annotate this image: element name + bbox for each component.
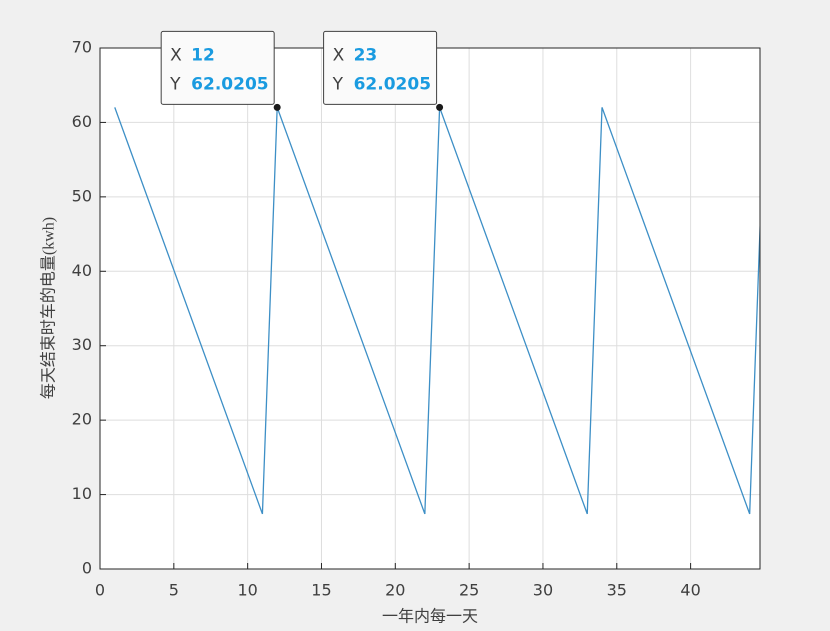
x-tick-label: 5 [169,581,179,600]
x-tick-label: 30 [533,581,553,600]
x-tick-label: 10 [237,581,257,600]
y-tick-label: 50 [72,186,92,205]
datatip-y-value: 62.0205 [354,74,431,94]
datatip-x-label: X [170,45,182,65]
datatip-y-value: 62.0205 [191,74,268,94]
x-tick-label: 0 [95,581,105,600]
datatip-x-label: X [333,45,345,65]
y-tick-label: 0 [82,559,92,578]
datatip-marker [436,103,444,111]
x-tick-label: 40 [680,581,700,600]
x-tick-label: 15 [311,581,331,600]
x-tick-label: 25 [459,581,479,600]
x-axis-label: 一年内每一天 [382,608,478,626]
datatip-box [160,30,275,105]
y-tick-label: 10 [72,484,92,503]
y-tick-label: 40 [72,261,92,280]
datatip-box [323,30,438,105]
datatip-y-label: Y [169,74,181,94]
y-tick-label: 20 [72,410,92,429]
y-tick-label: 30 [72,335,92,354]
datatip-marker [273,103,281,111]
y-axis-label: 每天结束时车的电量(kwh) [40,217,58,399]
datatip-x-value: 23 [354,45,378,65]
plot-area [100,48,760,569]
datatip-y-label: Y [332,74,344,94]
y-tick-label: 70 [72,38,92,57]
y-tick-label: 60 [72,112,92,131]
datatip-x-value: 12 [191,45,215,65]
x-tick-label: 20 [385,581,405,600]
x-tick-label: 35 [607,581,627,600]
